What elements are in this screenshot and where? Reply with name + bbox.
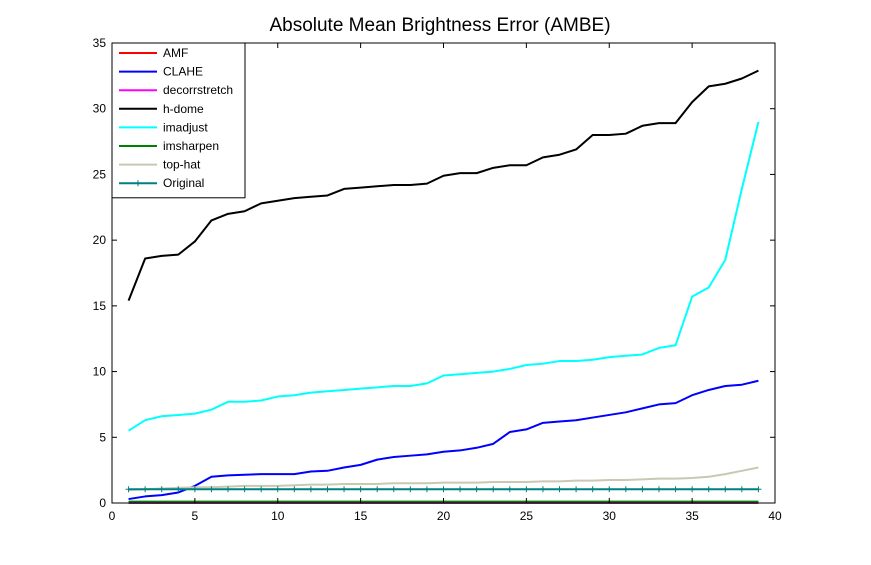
data-point [175,486,182,493]
data-point [573,486,580,493]
y-tick-label: 30 [93,102,107,116]
legend-entry: top-hat [119,158,201,172]
data-point [689,486,696,493]
legend-label: decorrstretch [163,83,233,97]
data-point [722,486,729,493]
data-point [506,486,513,493]
series-line-h-dome [127,69,759,301]
series-top-hat [128,466,759,491]
legend-entry: AMF [119,46,188,60]
legend-entry: imsharpen [119,139,219,153]
legend-entry: imadjust [119,120,208,134]
x-tick-label: 40 [768,509,782,523]
data-point [390,486,397,493]
data-point [324,486,331,493]
data-point [357,486,364,493]
series-imadjust [128,121,760,432]
legend-entry: decorrstretch [119,83,233,97]
y-tick-label: 35 [93,36,107,50]
data-point [307,486,314,493]
legend-entry: Original [119,176,204,190]
data-point [374,486,381,493]
data-point [473,486,480,493]
data-point [225,486,232,493]
data-point [423,486,430,493]
y-tick-label: 25 [93,167,107,181]
data-point [440,486,447,493]
data-point [556,486,563,493]
series-line-imadjust [128,121,760,432]
data-point [142,486,149,493]
legend-label: h-dome [163,102,204,116]
data-point [457,486,464,493]
legend-label: AMF [163,46,188,60]
series-h-dome [127,69,759,301]
legend-label: imsharpen [163,139,219,153]
x-tick-label: 10 [271,509,285,523]
data-point [158,486,165,493]
axis-layer: 0 5 10 15 20 25 30 35 40 0 5 10 15 20 25 30 35 [93,36,782,523]
x-tick-label: 5 [192,509,199,523]
data-point [523,486,530,493]
data-point [606,486,613,493]
data-point [274,486,281,493]
data-point [755,486,762,493]
y-tick-label: 0 [99,496,106,510]
legend-label: top-hat [163,158,201,172]
data-point [622,486,629,493]
data-point [705,486,712,493]
series-Original [125,486,762,493]
legend-entry: h-dome [119,102,204,116]
data-point [738,486,745,493]
legend: AMF CLAHE decorrstretch h-dome imadjust imsha… [111,42,246,199]
data-point [241,486,248,493]
data-point [341,486,348,493]
y-tick-label: 5 [99,430,106,444]
legend-label: imadjust [163,120,208,134]
x-tick-label: 35 [685,509,699,523]
legend-marker [135,180,141,187]
series-line-top-hat [128,466,759,491]
data-point [125,486,132,493]
legend-label: CLAHE [163,65,203,79]
legend-box [111,42,246,199]
data-point [258,486,265,493]
data-point [291,486,298,493]
legend-entry: CLAHE [119,65,203,79]
data-point [589,486,596,493]
data-point [208,486,215,493]
data-point [407,486,414,493]
data-point [639,486,646,493]
legend-label: Original [163,176,204,190]
data-point [490,486,497,493]
data-point [655,486,662,493]
y-tick-label: 10 [93,365,107,379]
y-tick-label: 20 [93,233,107,247]
y-tick-label: 15 [93,299,107,313]
x-tick-label: 25 [520,509,534,523]
x-tick-label: 0 [109,509,116,523]
x-tick-label: 20 [437,509,451,523]
data-point [539,486,546,493]
x-tick-label: 30 [603,509,617,523]
series-line-CLAHE [128,379,759,501]
series-CLAHE [128,379,759,501]
data-point [672,486,679,493]
chart-title: Absolute Mean Brightness Error (AMBE) [269,15,610,36]
x-tick-label: 15 [354,509,368,523]
data-point [191,486,198,493]
